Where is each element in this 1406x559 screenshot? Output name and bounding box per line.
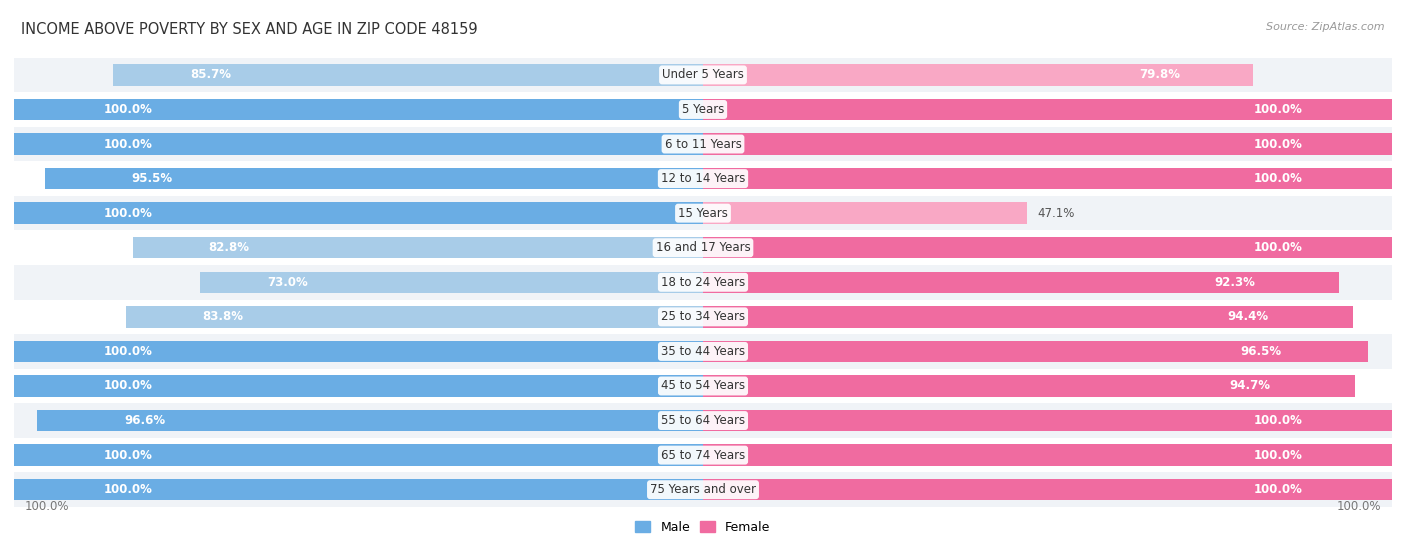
Bar	[703, 237, 1392, 258]
Text: Source: ZipAtlas.com: Source: ZipAtlas.com	[1267, 22, 1385, 32]
Text: 100.0%: 100.0%	[1254, 483, 1302, 496]
Text: 100.0%: 100.0%	[104, 345, 152, 358]
Text: 16 and 17 Years: 16 and 17 Years	[655, 241, 751, 254]
Text: 100.0%: 100.0%	[104, 103, 152, 116]
Text: 15 Years: 15 Years	[678, 207, 728, 220]
Text: 79.8%: 79.8%	[1139, 68, 1180, 82]
Text: 82.8%: 82.8%	[208, 241, 249, 254]
Bar	[14, 472, 1392, 507]
Bar	[14, 162, 1392, 196]
Text: 47.1%: 47.1%	[1038, 207, 1076, 220]
Text: 100.0%: 100.0%	[104, 138, 152, 150]
Bar	[14, 58, 1392, 92]
Text: 100.0%: 100.0%	[104, 449, 152, 462]
Bar	[14, 127, 1392, 162]
Bar	[14, 134, 703, 155]
Bar	[14, 265, 1392, 300]
Text: 96.6%: 96.6%	[124, 414, 166, 427]
Bar	[703, 272, 1339, 293]
Text: 6 to 11 Years: 6 to 11 Years	[665, 138, 741, 150]
Bar	[703, 99, 1392, 120]
Text: 100.0%: 100.0%	[1254, 103, 1302, 116]
Bar	[14, 300, 1392, 334]
Bar	[14, 479, 703, 500]
Text: 100.0%: 100.0%	[24, 500, 69, 514]
Text: INCOME ABOVE POVERTY BY SEX AND AGE IN ZIP CODE 48159: INCOME ABOVE POVERTY BY SEX AND AGE IN Z…	[21, 22, 478, 37]
Bar	[703, 64, 1253, 86]
Bar	[703, 479, 1392, 500]
Bar	[14, 334, 1392, 369]
Bar	[14, 403, 1392, 438]
Bar	[703, 375, 1355, 397]
Text: 100.0%: 100.0%	[104, 207, 152, 220]
Text: 83.8%: 83.8%	[202, 310, 243, 323]
Text: 100.0%: 100.0%	[1254, 138, 1302, 150]
Text: 35 to 44 Years: 35 to 44 Years	[661, 345, 745, 358]
Bar	[703, 444, 1392, 466]
Bar	[703, 340, 1368, 362]
Text: 75 Years and over: 75 Years and over	[650, 483, 756, 496]
Text: 18 to 24 Years: 18 to 24 Years	[661, 276, 745, 289]
Bar	[132, 237, 703, 258]
Bar	[14, 202, 703, 224]
Bar	[125, 306, 703, 328]
Bar	[703, 306, 1354, 328]
Bar	[14, 196, 1392, 230]
Bar	[14, 444, 703, 466]
Text: 95.5%: 95.5%	[131, 172, 172, 185]
Bar	[14, 340, 703, 362]
Text: 92.3%: 92.3%	[1215, 276, 1256, 289]
Bar	[703, 168, 1392, 190]
Text: 45 to 54 Years: 45 to 54 Years	[661, 380, 745, 392]
Text: 94.4%: 94.4%	[1227, 310, 1268, 323]
Text: 85.7%: 85.7%	[190, 68, 232, 82]
Bar	[14, 438, 1392, 472]
Text: 5 Years: 5 Years	[682, 103, 724, 116]
Text: 100.0%: 100.0%	[1254, 241, 1302, 254]
Text: 73.0%: 73.0%	[267, 276, 308, 289]
Text: 55 to 64 Years: 55 to 64 Years	[661, 414, 745, 427]
Text: 65 to 74 Years: 65 to 74 Years	[661, 449, 745, 462]
Text: 94.7%: 94.7%	[1229, 380, 1270, 392]
Legend: Male, Female: Male, Female	[630, 515, 776, 539]
Text: 12 to 14 Years: 12 to 14 Years	[661, 172, 745, 185]
Bar	[14, 92, 1392, 127]
Text: 100.0%: 100.0%	[104, 380, 152, 392]
Text: 100.0%: 100.0%	[1337, 500, 1382, 514]
Bar	[14, 375, 703, 397]
Text: 100.0%: 100.0%	[1254, 449, 1302, 462]
Bar	[200, 272, 703, 293]
Text: 100.0%: 100.0%	[1254, 414, 1302, 427]
Text: 96.5%: 96.5%	[1240, 345, 1281, 358]
Bar	[14, 99, 703, 120]
Bar	[703, 134, 1392, 155]
Text: 25 to 34 Years: 25 to 34 Years	[661, 310, 745, 323]
Text: 100.0%: 100.0%	[1254, 172, 1302, 185]
Bar	[38, 410, 703, 431]
Bar	[112, 64, 703, 86]
Bar	[45, 168, 703, 190]
Text: Under 5 Years: Under 5 Years	[662, 68, 744, 82]
Bar	[703, 202, 1028, 224]
Bar	[703, 410, 1392, 431]
Bar	[14, 369, 1392, 403]
Text: 100.0%: 100.0%	[104, 483, 152, 496]
Bar	[14, 230, 1392, 265]
